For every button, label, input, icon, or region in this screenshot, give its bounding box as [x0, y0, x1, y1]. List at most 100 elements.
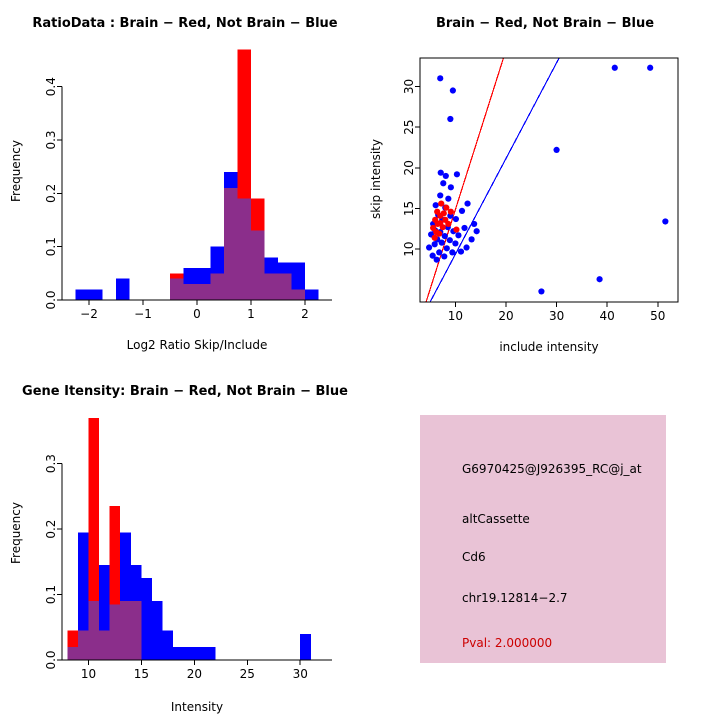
x-tick-label: 40 — [600, 309, 615, 323]
x-tick-label: 0 — [193, 307, 201, 321]
hist-bar-blue — [204, 646, 216, 660]
y-tick-label: 0.0 — [44, 290, 58, 309]
y-tick-label: 0.2 — [44, 184, 58, 203]
red-fit-line — [425, 58, 505, 302]
red-point — [439, 224, 446, 231]
blue-point — [538, 288, 545, 295]
hist-bar-overlap — [237, 198, 251, 300]
hist-bar-overlap — [183, 284, 197, 300]
hist-bar-red — [67, 630, 78, 660]
blue-point — [457, 248, 465, 255]
y-tick-label: 15 — [402, 201, 416, 216]
histogram-bars — [75, 49, 319, 301]
blue-point — [433, 256, 440, 263]
red-point — [447, 208, 454, 215]
blue-point — [452, 215, 460, 223]
hist-bar-overlap — [210, 273, 224, 300]
red-point — [438, 200, 445, 207]
blue-point — [445, 195, 452, 202]
blue-point — [443, 245, 450, 252]
x-tick-label: 25 — [240, 667, 255, 681]
y-tick-label: 0.1 — [44, 585, 58, 604]
x-tick-label: −2 — [80, 307, 98, 321]
hist-bar-overlap — [278, 273, 292, 300]
x-tick-label: 30 — [549, 309, 564, 323]
blue-point — [426, 244, 433, 251]
blue-point — [437, 75, 444, 82]
scatter-title: Brain − Red, Not Brain − Blue — [435, 16, 655, 31]
scatter-y-axis-label: skip intensity — [369, 139, 383, 219]
blue-fit-line — [429, 58, 560, 302]
hist-bar-overlap — [88, 601, 100, 660]
info-panel: G6970425@J926395_RC@j_at altCassette Cd6… — [360, 360, 720, 720]
hist-bar-overlap — [170, 278, 184, 300]
x-tick-label: 50 — [650, 309, 665, 323]
blue-point — [464, 200, 471, 207]
blue-point — [449, 249, 456, 256]
splice-type-text: altCassette — [462, 512, 530, 526]
y-tick-label: 0.2 — [44, 520, 58, 539]
blue-point — [471, 220, 478, 228]
x-tick-label: 10 — [448, 309, 463, 323]
x-tick-label: 30 — [293, 667, 308, 681]
gene-histogram-plot: 10 15 20 25 30 0.0 0.1 0.2 0.3 — [44, 417, 332, 681]
blue-point — [452, 240, 459, 247]
red-point — [436, 230, 443, 237]
red-point — [453, 226, 460, 233]
blue-point — [611, 64, 618, 71]
blue-point — [432, 202, 439, 209]
hist-bar-red — [88, 417, 100, 660]
hist-bar-blue — [162, 630, 174, 660]
y-tick-label: 0.3 — [44, 130, 58, 149]
blue-point — [449, 87, 456, 94]
chromosome-location-text: chr19.12814−2.7 — [462, 591, 568, 605]
y-tick-label: 0.3 — [44, 454, 58, 473]
hist-bar-blue — [120, 532, 131, 660]
hist-bar-blue — [194, 646, 205, 660]
hist-bar-blue — [77, 532, 89, 660]
hist-bar-blue — [183, 646, 195, 660]
red-point — [445, 220, 452, 228]
probe-id-text: G6970425@J926395_RC@j_at — [462, 462, 642, 476]
hist-bar-overlap — [224, 188, 238, 300]
gene-x-axis-label: Intensity — [170, 700, 224, 714]
blue-point — [437, 169, 444, 176]
blue-point — [442, 172, 449, 180]
x-tick-label: 2 — [301, 307, 309, 321]
hist-bar-blue — [141, 578, 152, 660]
blue-point — [438, 239, 445, 246]
x-tick-label: 1 — [247, 307, 255, 321]
hist-bar-overlap — [251, 230, 265, 300]
red-point — [431, 234, 438, 241]
red-point — [443, 204, 450, 211]
x-tick-label: −1 — [134, 307, 152, 321]
blue-point — [461, 224, 468, 232]
y-tick-label: 0.0 — [44, 650, 58, 669]
y-tick-label: 0.1 — [44, 237, 58, 256]
hist-bar-blue — [99, 565, 110, 660]
hist-bar-overlap — [120, 601, 131, 660]
y-tick-label: 25 — [402, 119, 416, 134]
blue-point — [436, 249, 443, 256]
hist-bar-blue — [152, 601, 163, 660]
hist-bar-overlap — [291, 289, 305, 300]
histogram-bars — [67, 417, 311, 660]
x-tick-label: 20 — [498, 309, 513, 323]
blue-point — [455, 232, 462, 239]
scatter-plot: 10 20 30 40 50 10 15 20 25 30 — [402, 57, 679, 323]
hist-bar-overlap — [77, 630, 89, 660]
blue-point — [453, 171, 461, 178]
gene-info-box: G6970425@J926395_RC@j_at altCassette Cd6… — [420, 415, 666, 663]
ratio-histogram-title: RatioData : Brain − Red, Not Brain − Blu… — [32, 16, 338, 31]
gene-name-text: Cd6 — [462, 550, 486, 564]
hist-bar-blue — [305, 289, 319, 300]
blue-point — [429, 252, 436, 259]
gene-histogram-title: Gene Itensity: Brain − Red, Not Brain − … — [22, 384, 348, 399]
blue-point — [447, 184, 454, 191]
hist-bar-blue — [116, 278, 130, 300]
hist-bar-overlap — [130, 601, 142, 660]
hist-bar-overlap — [99, 630, 110, 660]
blue-point — [596, 276, 603, 283]
gene-histogram-panel: 10 15 20 25 30 0.0 0.1 0.2 0.3 Gene Itensity: Br… — [0, 360, 360, 720]
